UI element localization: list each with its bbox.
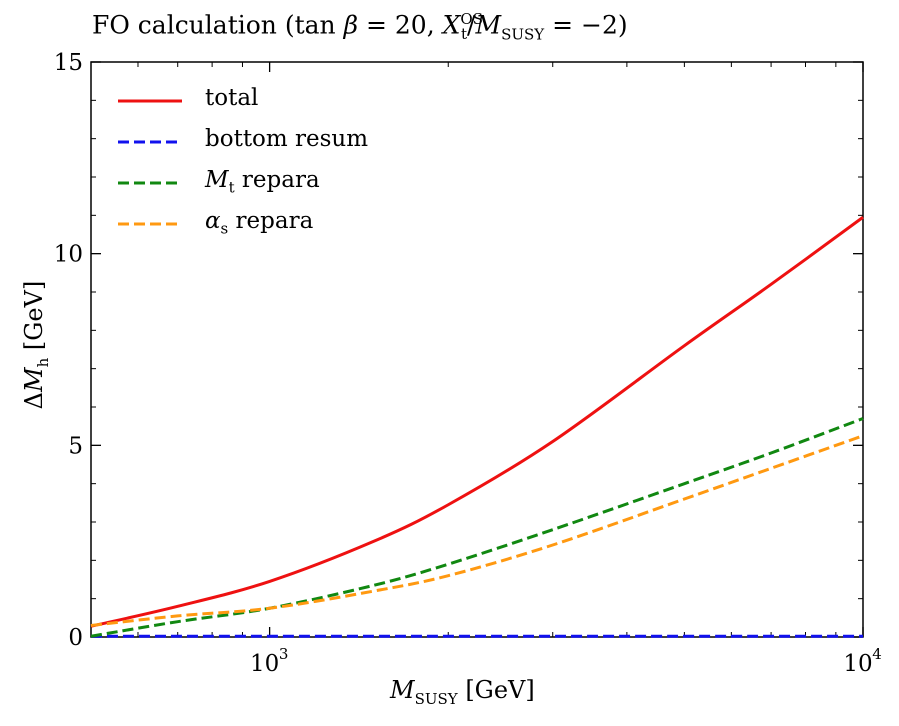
series-line-4 [90,434,864,627]
chart-title: FO calculation (tan β = 20, XOSt/MSUSY =… [92,10,628,44]
series-layer [90,216,864,638]
x-tick-label: 10 [250,651,279,677]
x-tick-exponent: 4 [872,645,882,663]
y-tick-label: 0 [68,625,83,651]
y-axis-label: ΔMh [GeV] [20,280,52,410]
legend-label-1: total [205,85,259,111]
x-tick-label: 10 [843,651,872,677]
y-tick-label: 10 [54,242,83,268]
legend-label-3: Mt repara [205,167,320,197]
series-line-1 [90,216,864,628]
legend-label-2: bottom resum [205,126,369,152]
series-line-3 [90,417,864,638]
y-tick-label: 15 [54,50,83,76]
legend-label-4: αs repara [205,208,314,238]
legend-lines [118,99,182,226]
x-tick-exponent: 3 [279,645,289,663]
x-axis-label: MSUSY [GeV] [390,676,535,708]
y-tick-label: 5 [68,433,83,459]
